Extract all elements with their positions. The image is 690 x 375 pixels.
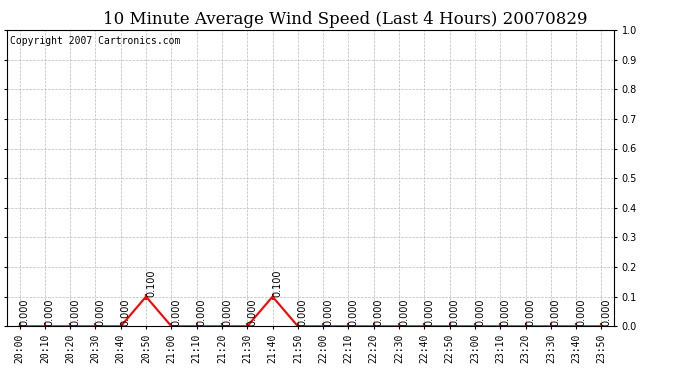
Text: 0.000: 0.000 <box>222 299 232 326</box>
Text: 0.000: 0.000 <box>19 299 30 326</box>
Text: 0.000: 0.000 <box>602 299 611 326</box>
Text: 0.000: 0.000 <box>424 299 434 326</box>
Text: 0.000: 0.000 <box>197 299 206 326</box>
Text: 0.000: 0.000 <box>323 299 333 326</box>
Text: 0.000: 0.000 <box>348 299 358 326</box>
Text: Copyright 2007 Cartronics.com: Copyright 2007 Cartronics.com <box>10 36 180 46</box>
Text: 0.100: 0.100 <box>146 269 156 297</box>
Text: 0.000: 0.000 <box>475 299 485 326</box>
Text: 0.000: 0.000 <box>298 299 308 326</box>
Text: 0.000: 0.000 <box>70 299 80 326</box>
Text: 0.000: 0.000 <box>247 299 257 326</box>
Text: 0.000: 0.000 <box>500 299 510 326</box>
Text: 0.000: 0.000 <box>399 299 409 326</box>
Text: 0.000: 0.000 <box>45 299 55 326</box>
Text: 0.000: 0.000 <box>171 299 181 326</box>
Text: 0.100: 0.100 <box>273 269 282 297</box>
Text: 0.000: 0.000 <box>551 299 561 326</box>
Text: 0.000: 0.000 <box>526 299 535 326</box>
Text: 0.000: 0.000 <box>374 299 384 326</box>
Text: 10 Minute Average Wind Speed (Last 4 Hours) 20070829: 10 Minute Average Wind Speed (Last 4 Hou… <box>103 11 587 28</box>
Text: 0.000: 0.000 <box>576 299 586 326</box>
Text: 0.000: 0.000 <box>121 299 130 326</box>
Text: 0.000: 0.000 <box>95 299 106 326</box>
Text: 0.000: 0.000 <box>450 299 460 326</box>
